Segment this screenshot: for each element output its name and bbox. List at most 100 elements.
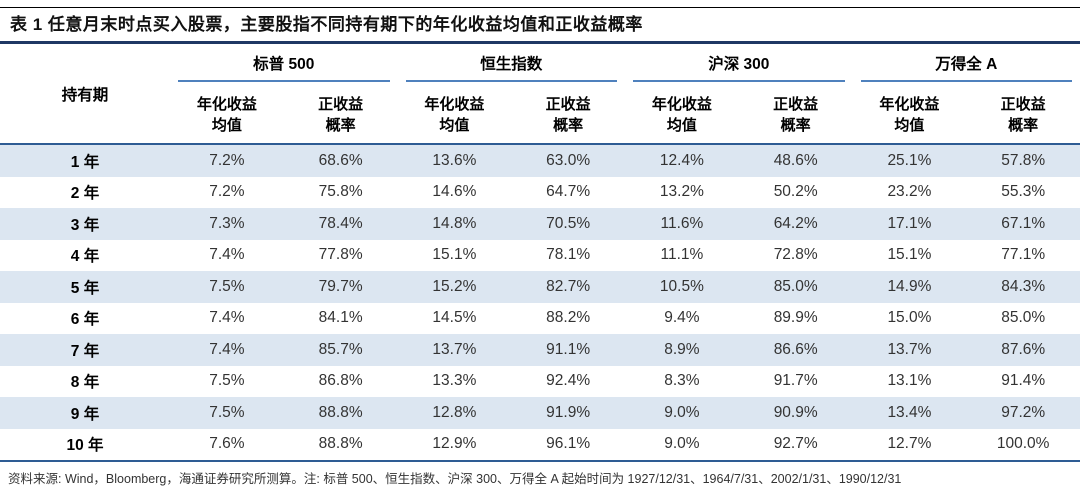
subheader-line2: 概率 — [1008, 117, 1039, 134]
returns-table: 持有期 标普 500 恒生指数 沪深 300 万得全 A 年化收益 均值 正收益概… — [0, 44, 1080, 462]
cell: 9.0% — [664, 403, 700, 421]
cell: 70.5% — [546, 214, 591, 232]
cell: 92.7% — [738, 428, 853, 462]
table-title: 表 1 任意月末时点买入股票，主要股指不同持有期下的年化收益均值和正收益概率 — [10, 15, 643, 34]
cell: 85.0% — [773, 277, 818, 295]
source-note: 资料来源: Wind，Bloomberg，海通证券研究所测算。注: 标普 500… — [8, 472, 902, 486]
cell: 15.0% — [887, 309, 932, 327]
subheader-prob-csi300: 正收益 概率 — [738, 82, 853, 145]
cell: 100.0% — [966, 428, 1080, 462]
group-header-hangseng-label: 恒生指数 — [405, 52, 618, 82]
cell: 12.9% — [397, 428, 512, 462]
group-header-sp500-label: 标普 500 — [178, 52, 390, 82]
period-cell: 6 年 — [70, 311, 100, 329]
table-row: 5 年 7.5% 79.7% 15.2% 82.7% 10.5% 85.0% 14.9% 84… — [0, 271, 1080, 303]
subheader-mean-hangseng: 年化收益 均值 — [397, 82, 512, 145]
cell: 13.4% — [887, 403, 932, 421]
title-divider — [0, 41, 1080, 44]
cell: 72.8% — [773, 246, 818, 264]
cell: 90.9% — [773, 403, 818, 421]
cell: 8.9% — [664, 340, 700, 358]
cell: 64.7% — [546, 183, 591, 201]
cell: 91.9% — [546, 403, 591, 421]
subheader-line1: 年化收益 — [196, 96, 257, 113]
period-cell: 3 年 — [70, 216, 100, 234]
cell: 91.1% — [546, 340, 591, 358]
cell: 79.7% — [318, 277, 363, 295]
cell: 85.0% — [1001, 309, 1046, 327]
cell: 9.4% — [664, 309, 700, 327]
cell: 7.2% — [209, 151, 245, 169]
cell: 8.3% — [664, 372, 700, 390]
cell: 13.3% — [432, 372, 477, 390]
cell: 89.9% — [773, 309, 818, 327]
cell: 7.6% — [170, 428, 284, 462]
group-header-row: 持有期 标普 500 恒生指数 沪深 300 万得全 A — [0, 44, 1080, 145]
subheader-prob-sp500: 正收益 概率 — [283, 82, 398, 145]
cell: 82.7% — [546, 277, 591, 295]
table-header: 持有期 标普 500 恒生指数 沪深 300 万得全 A 年化收益 均值 正收益概… — [0, 44, 1080, 145]
period-cell: 7 年 — [70, 342, 100, 360]
cell: 88.2% — [546, 309, 591, 327]
subheader-line2: 均值 — [211, 117, 242, 134]
cell: 15.1% — [432, 246, 477, 264]
cell: 86.6% — [773, 340, 818, 358]
subheader-line2: 概率 — [325, 117, 356, 134]
cell: 11.6% — [660, 214, 704, 232]
subheader-mean-sp500: 年化收益 均值 — [170, 82, 284, 145]
sub-header-row: 年化收益 均值 正收益 概率 年化收益 均值 正收益 概率 年化收益 均值 正收益 概率 年… — [0, 82, 1080, 145]
table-row: 8 年 7.5% 86.8% 13.3% 92.4% 8.3% 91.7% 13.1% 91.… — [0, 366, 1080, 398]
cell: 7.2% — [209, 183, 245, 201]
table-body: 1 年 7.2% 68.6% 13.6% 63.0% 12.4% 48.6% 25.1% 57… — [0, 144, 1080, 462]
cell: 96.1% — [511, 428, 626, 462]
subheader-line1: 正收益 — [1000, 96, 1046, 113]
subheader-line1: 正收益 — [318, 96, 364, 113]
period-cell: 8 年 — [70, 374, 100, 392]
cell: 7.5% — [209, 403, 245, 421]
cell: 13.7% — [432, 340, 477, 358]
cell: 9.0% — [625, 428, 739, 462]
cell: 14.9% — [887, 277, 932, 295]
cell: 12.8% — [432, 403, 477, 421]
subheader-mean-csi300: 年化收益 均值 — [625, 82, 739, 145]
cell: 13.7% — [887, 340, 932, 358]
group-header-csi300: 沪深 300 — [625, 44, 853, 82]
cell: 77.8% — [318, 246, 363, 264]
cell: 14.5% — [432, 309, 477, 327]
group-header-wind-all-a-label: 万得全 A — [860, 52, 1073, 82]
subheader-prob-wind-all-a: 正收益 概率 — [966, 82, 1080, 145]
cell: 12.4% — [659, 151, 704, 169]
cell: 15.1% — [887, 246, 932, 264]
table-row: 10 年 7.6% 88.8% 12.9% 96.1% 9.0% 92.7% 12.7% 10… — [0, 428, 1080, 462]
table-row: 9 年 7.5% 88.8% 12.8% 91.9% 9.0% 90.9% 13.4% 97.… — [0, 397, 1080, 429]
cell: 87.6% — [1001, 340, 1046, 358]
period-cell: 5 年 — [70, 279, 100, 297]
subheader-line2: 均值 — [894, 117, 925, 134]
cell: 7.4% — [209, 246, 245, 264]
cell: 48.6% — [773, 151, 818, 169]
cell: 13.2% — [659, 183, 704, 201]
cell: 13.1% — [887, 372, 932, 390]
cell: 7.4% — [209, 340, 245, 358]
cell: 64.2% — [773, 214, 818, 232]
cell: 7.4% — [209, 309, 245, 327]
period-cell: 2 年 — [70, 185, 100, 203]
subheader-line1: 年化收益 — [651, 96, 712, 113]
subheader-line1: 正收益 — [545, 96, 591, 113]
cell: 57.8% — [1001, 151, 1046, 169]
cell: 84.1% — [318, 309, 363, 327]
subheader-line1: 年化收益 — [424, 96, 485, 113]
subheader-mean-wind-all-a: 年化收益 均值 — [852, 82, 967, 145]
table-row: 7 年 7.4% 85.7% 13.7% 91.1% 8.9% 86.6% 13.7% 87.… — [0, 334, 1080, 366]
cell: 91.4% — [1001, 372, 1046, 390]
cell: 84.3% — [1001, 277, 1046, 295]
group-header-sp500: 标普 500 — [170, 44, 398, 82]
cell: 97.2% — [1001, 403, 1046, 421]
period-cell: 10 年 — [0, 428, 170, 462]
subheader-line2: 均值 — [439, 117, 470, 134]
table-row: 6 年 7.4% 84.1% 14.5% 88.2% 9.4% 89.9% 15.0% 85.… — [0, 303, 1080, 335]
cell: 92.4% — [546, 372, 591, 390]
cell: 7.5% — [209, 277, 245, 295]
subheader-line2: 概率 — [780, 117, 811, 134]
cell: 10.5% — [659, 277, 704, 295]
